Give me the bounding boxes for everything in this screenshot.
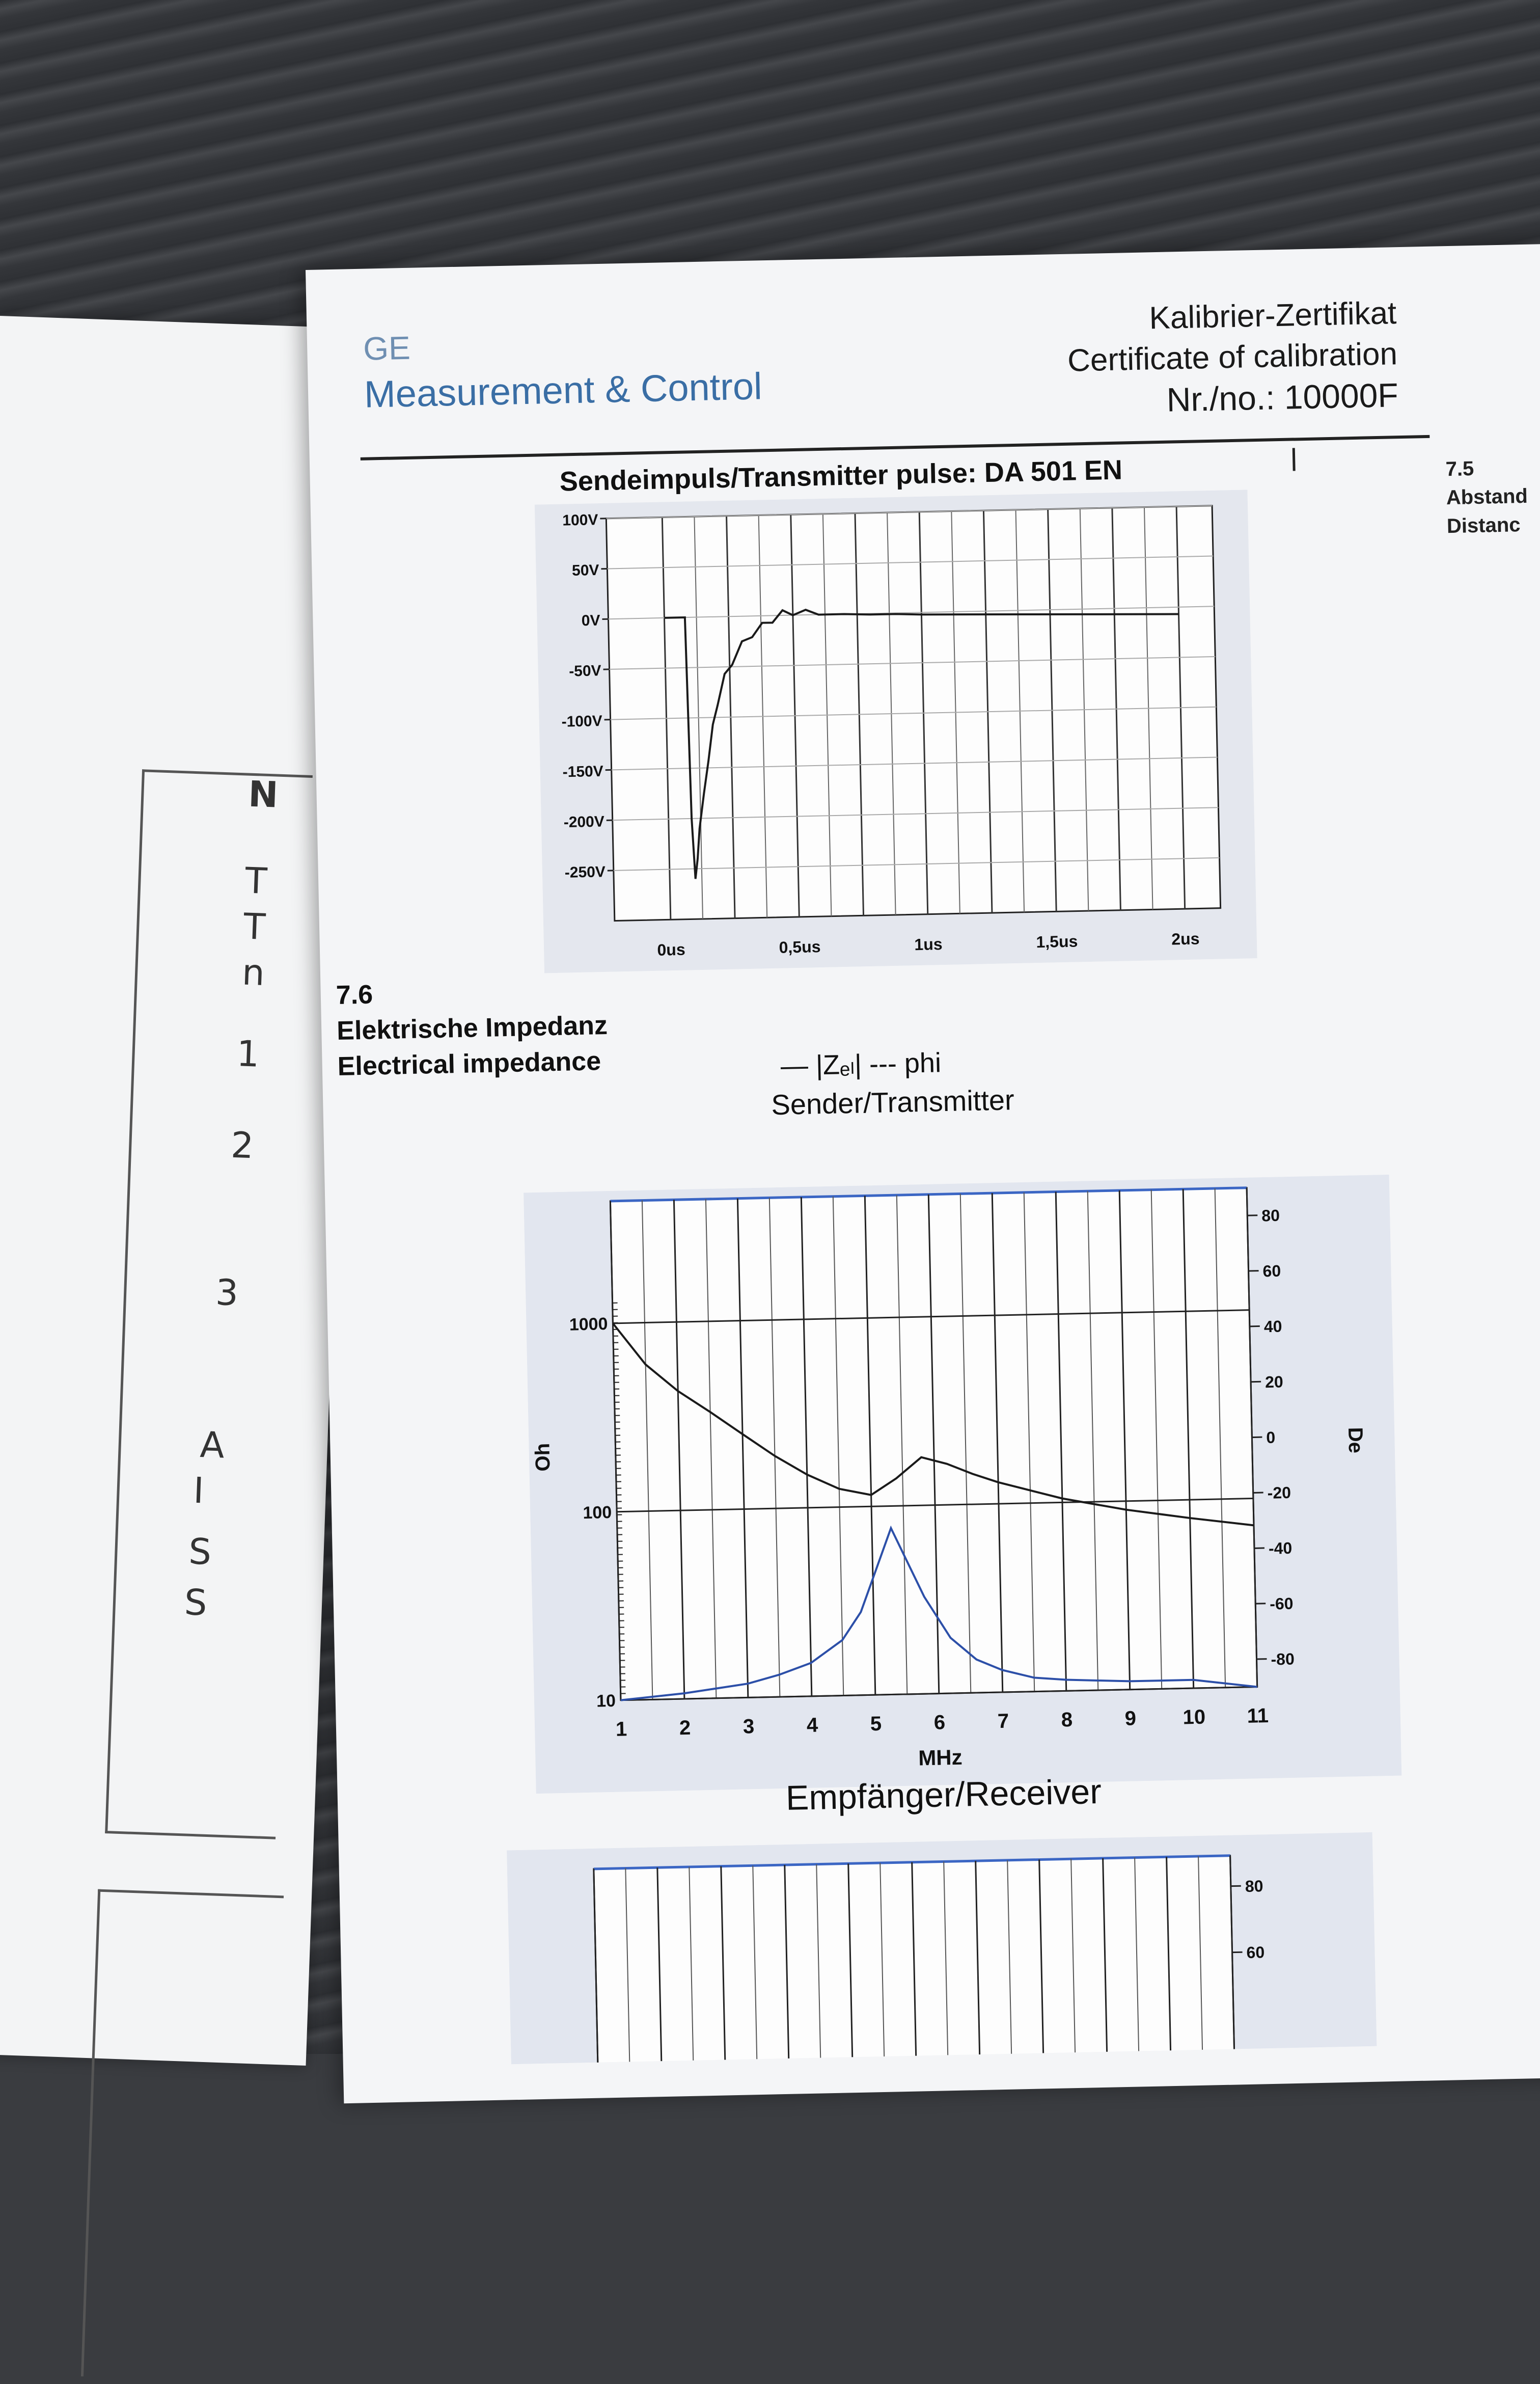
back-char: 2 <box>230 1124 254 1167</box>
pulse-chart: 100V 50V 0V -50V -100V -150V -200V -250V 0us 0,5… <box>535 490 1257 973</box>
certificate-title-en: Certificate of calibration <box>1067 334 1397 382</box>
impedance-yright-label: 0 <box>1266 1428 1276 1447</box>
back-char: I <box>193 1470 205 1512</box>
impedance-yright-label: 60 <box>1262 1262 1281 1281</box>
pulse-xtick-label: 0us <box>657 940 685 959</box>
impedance-yright-label: -80 <box>1271 1649 1295 1668</box>
pulse-xtick-label: 1us <box>914 935 943 954</box>
receiver-chart: 80 60 <box>507 1832 1377 2065</box>
impedance-yright-label: -40 <box>1269 1539 1292 1558</box>
impedance-xtick-label: 11 <box>1247 1704 1269 1727</box>
section-title-de: Elektrische Impedanz <box>337 1008 608 1049</box>
column-mark <box>1292 448 1296 471</box>
receiver-yright-label: 80 <box>1245 1877 1263 1895</box>
impedance-xtick-label: 6 <box>933 1711 945 1733</box>
pulse-ytick-label: -200V <box>563 813 604 831</box>
brand-ge: GE <box>363 321 761 367</box>
impedance-xtick-label: 10 <box>1182 1706 1205 1729</box>
impedance-yright-label: -20 <box>1267 1483 1291 1502</box>
side-section-line2: Distanc <box>1446 510 1528 540</box>
pulse-ytick-label: 100V <box>562 511 598 529</box>
impedance-legend: — |Zₑₗ| --- phi <box>780 1046 941 1082</box>
impedance-xtick-label: 7 <box>997 1710 1009 1732</box>
certificate-number: Nr./no.: 10000F <box>1068 374 1398 422</box>
back-document-page: N T T n 1 2 3 A I S S <box>0 316 367 2066</box>
pulse-xtick-label: 1,5us <box>1036 932 1078 952</box>
back-char: T <box>243 905 266 947</box>
back-char: 3 <box>215 1271 239 1314</box>
back-char: T <box>244 860 268 902</box>
impedance-yleft-label: 100 <box>583 1503 612 1523</box>
impedance-section-heading: 7.6 Elektrische Impedanz Electrical impe… <box>336 972 609 1085</box>
header-divider <box>361 435 1430 460</box>
pulse-ytick-label: -250V <box>564 863 606 881</box>
certificate-header: Kalibrier-Zertifikat Certificate of cali… <box>1066 293 1399 422</box>
impedance-xtick-label: 8 <box>1061 1709 1072 1731</box>
back-char: 1 <box>236 1033 260 1075</box>
back-char: S <box>188 1530 212 1573</box>
side-section: 7.5 Abstand Distanc <box>1445 453 1528 540</box>
pulse-ytick-label: -50V <box>569 662 601 680</box>
side-section-line1: Abstand <box>1446 482 1528 512</box>
impedance-xtick-label: 2 <box>679 1717 691 1739</box>
impedance-yright-label: 20 <box>1265 1372 1283 1391</box>
back-page-frame <box>105 769 313 1839</box>
impedance-xtick-label: 4 <box>806 1714 818 1737</box>
pulse-ytick-label: -150V <box>562 763 603 781</box>
impedance-xlabel: MHz <box>918 1745 963 1770</box>
pulse-ytick-label: 0V <box>581 612 600 630</box>
impedance-xtick-label: 5 <box>870 1713 882 1735</box>
section-title-en: Electrical impedance <box>337 1043 609 1085</box>
impedance-yright-label: 40 <box>1263 1317 1282 1336</box>
impedance-yright-label: -60 <box>1270 1594 1294 1613</box>
certificate-page: GE Measurement & Control Kalibrier-Zerti… <box>306 243 1540 2104</box>
pulse-ytick-label: 50V <box>572 562 599 579</box>
impedance-ylabel-right: De <box>1344 1427 1367 1453</box>
back-char: S <box>184 1581 208 1624</box>
back-char: A <box>199 1424 225 1467</box>
back-page-frame-lower <box>81 1889 284 2383</box>
brand-name: Measurement & Control <box>364 364 762 416</box>
impedance-yleft-label: 10 <box>596 1691 616 1711</box>
pulse-xtick-label: 2us <box>1171 930 1200 949</box>
back-char: n <box>241 951 265 993</box>
brand-logo: GE Measurement & Control <box>363 321 762 416</box>
back-char: N <box>248 773 279 816</box>
pulse-ytick-label: -100V <box>561 713 602 730</box>
side-section-number: 7.5 <box>1445 453 1527 483</box>
impedance-ylabel-left: Oh <box>531 1443 554 1472</box>
impedance-xtick-label: 3 <box>743 1715 754 1738</box>
sender-label: Sender/Transmitter <box>771 1083 1014 1121</box>
impedance-xtick-label: 1 <box>616 1718 627 1740</box>
receiver-yright-label: 60 <box>1246 1943 1264 1962</box>
impedance-yright-label: 80 <box>1261 1206 1280 1225</box>
pulse-xtick-label: 0,5us <box>779 937 821 957</box>
impedance-chart: 1000 100 10 80 60 40 20 0 -20 -40 -60 -80 1 2 3 4 5 6 7 8… <box>524 1175 1401 1794</box>
pulse-chart-title: Sendeimpuls/Transmitter pulse: DA 501 EN <box>559 454 1122 498</box>
section-number: 7.6 <box>336 972 607 1013</box>
impedance-yleft-label: 1000 <box>569 1314 608 1335</box>
certificate-title-de: Kalibrier-Zertifikat <box>1066 293 1397 341</box>
receiver-label: Empfänger/Receiver <box>785 1772 1102 1818</box>
impedance-xtick-label: 9 <box>1124 1707 1136 1729</box>
